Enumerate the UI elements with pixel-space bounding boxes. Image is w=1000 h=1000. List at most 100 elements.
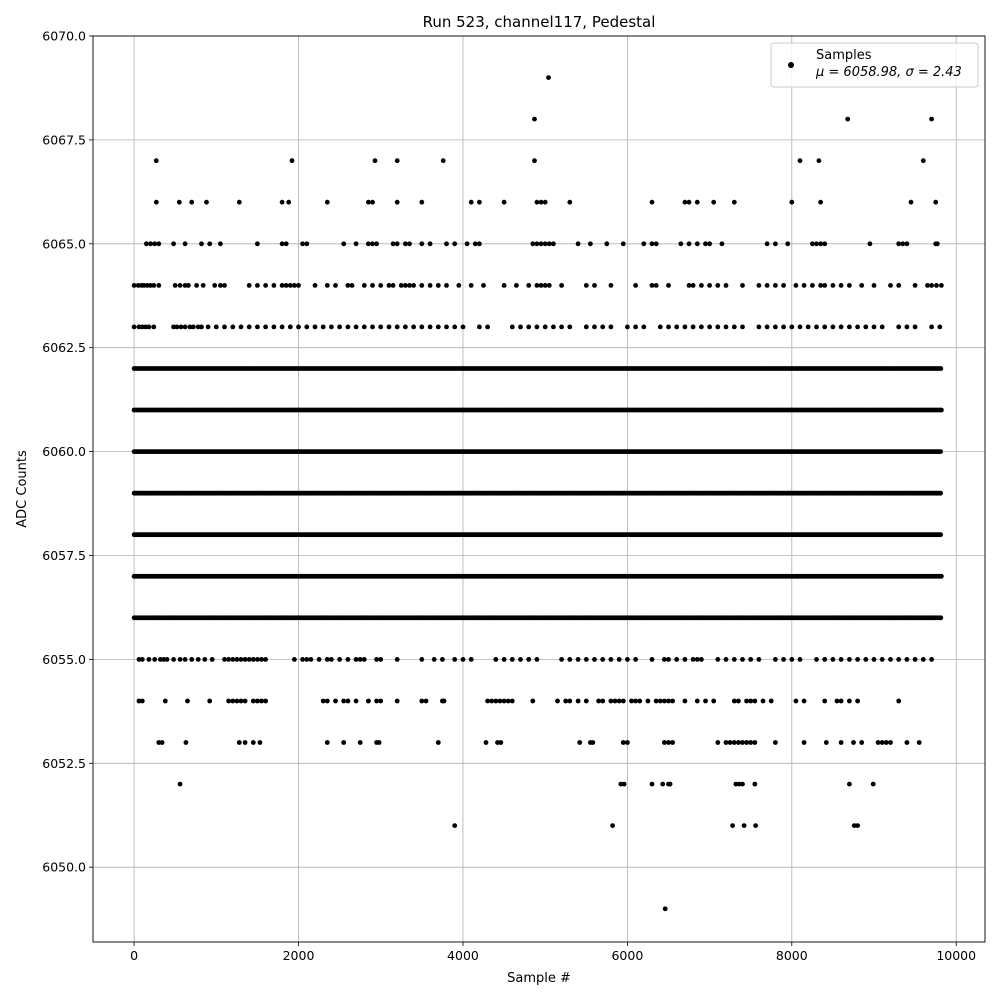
data-point — [666, 698, 671, 704]
data-point — [242, 657, 248, 662]
data-point — [205, 324, 211, 330]
data-point — [600, 324, 606, 330]
y-tick-label: 6050.0 — [42, 860, 86, 875]
data-point — [731, 199, 737, 205]
data-point — [666, 740, 671, 745]
data-point — [715, 657, 721, 662]
data-point — [830, 657, 836, 662]
data-point — [938, 615, 944, 621]
data-point — [879, 324, 885, 330]
data-point — [419, 199, 425, 205]
data-point — [752, 740, 758, 745]
data-point — [345, 324, 351, 330]
data-point — [797, 158, 803, 164]
data-point — [660, 781, 666, 787]
data-point — [633, 283, 638, 288]
data-point — [592, 324, 597, 330]
data-point — [896, 241, 902, 247]
data-point — [904, 241, 910, 247]
data-point — [559, 657, 564, 662]
data-point — [378, 283, 384, 288]
data-point — [194, 283, 200, 288]
data-point — [177, 657, 183, 662]
data-point — [870, 781, 876, 787]
data-point — [431, 657, 437, 662]
data-point — [583, 657, 589, 662]
data-point — [419, 324, 425, 330]
data-point — [756, 657, 762, 662]
data-point — [195, 657, 201, 662]
data-point — [182, 241, 188, 247]
data-point — [263, 657, 268, 662]
data-point — [263, 324, 268, 330]
data-point — [707, 241, 712, 247]
data-point — [287, 324, 293, 330]
data-point — [370, 199, 375, 205]
data-point — [559, 283, 564, 288]
data-point — [242, 698, 248, 704]
data-point — [686, 199, 692, 205]
data-point — [633, 698, 638, 704]
data-point — [801, 283, 807, 288]
data-point — [304, 241, 310, 247]
data-point — [929, 283, 934, 288]
data-point — [690, 324, 696, 330]
data-point — [781, 324, 786, 330]
data-point — [185, 698, 190, 704]
data-point — [863, 324, 869, 330]
data-point — [296, 324, 301, 330]
data-point — [456, 283, 462, 288]
data-point — [583, 698, 589, 704]
data-point — [324, 698, 330, 704]
data-point — [666, 283, 671, 288]
data-point — [678, 241, 684, 247]
data-point — [756, 324, 762, 330]
data-point — [608, 283, 614, 288]
data-point — [933, 199, 939, 205]
data-point — [871, 283, 877, 288]
data-point — [667, 781, 673, 787]
data-point — [600, 698, 606, 704]
data-point — [822, 241, 828, 247]
data-point — [785, 241, 791, 247]
data-point — [773, 657, 778, 662]
data-point — [810, 241, 815, 247]
data-point — [816, 158, 822, 164]
data-point — [773, 241, 778, 247]
x-tick-label: 4000 — [447, 948, 479, 963]
data-point — [625, 657, 630, 662]
data-point — [715, 283, 721, 288]
data-point — [345, 657, 351, 662]
data-point — [888, 283, 893, 288]
data-point — [838, 740, 844, 745]
data-point — [407, 241, 412, 247]
data-point — [583, 283, 589, 288]
data-point — [538, 199, 544, 205]
data-point — [764, 324, 770, 330]
data-point — [209, 657, 215, 662]
y-tick-label: 6057.5 — [42, 548, 86, 563]
data-point — [212, 283, 218, 288]
data-point — [324, 199, 330, 205]
data-point — [534, 241, 540, 247]
data-point — [703, 241, 708, 247]
data-point — [452, 324, 458, 330]
x-tick-label: 8000 — [776, 948, 808, 963]
data-point — [822, 324, 828, 330]
data-point — [896, 283, 902, 288]
data-point — [851, 823, 857, 828]
data-point — [653, 241, 659, 247]
data-point — [838, 324, 844, 330]
data-point — [153, 158, 159, 164]
data-point — [222, 283, 227, 288]
data-point — [847, 698, 852, 704]
data-point — [657, 324, 663, 330]
data-point — [292, 283, 297, 288]
data-point — [394, 199, 400, 205]
data-point — [653, 283, 659, 288]
data-point — [468, 199, 474, 205]
data-point — [855, 324, 860, 330]
data-point — [715, 740, 721, 745]
data-point — [324, 740, 330, 745]
y-tick-label: 6055.0 — [42, 652, 86, 667]
